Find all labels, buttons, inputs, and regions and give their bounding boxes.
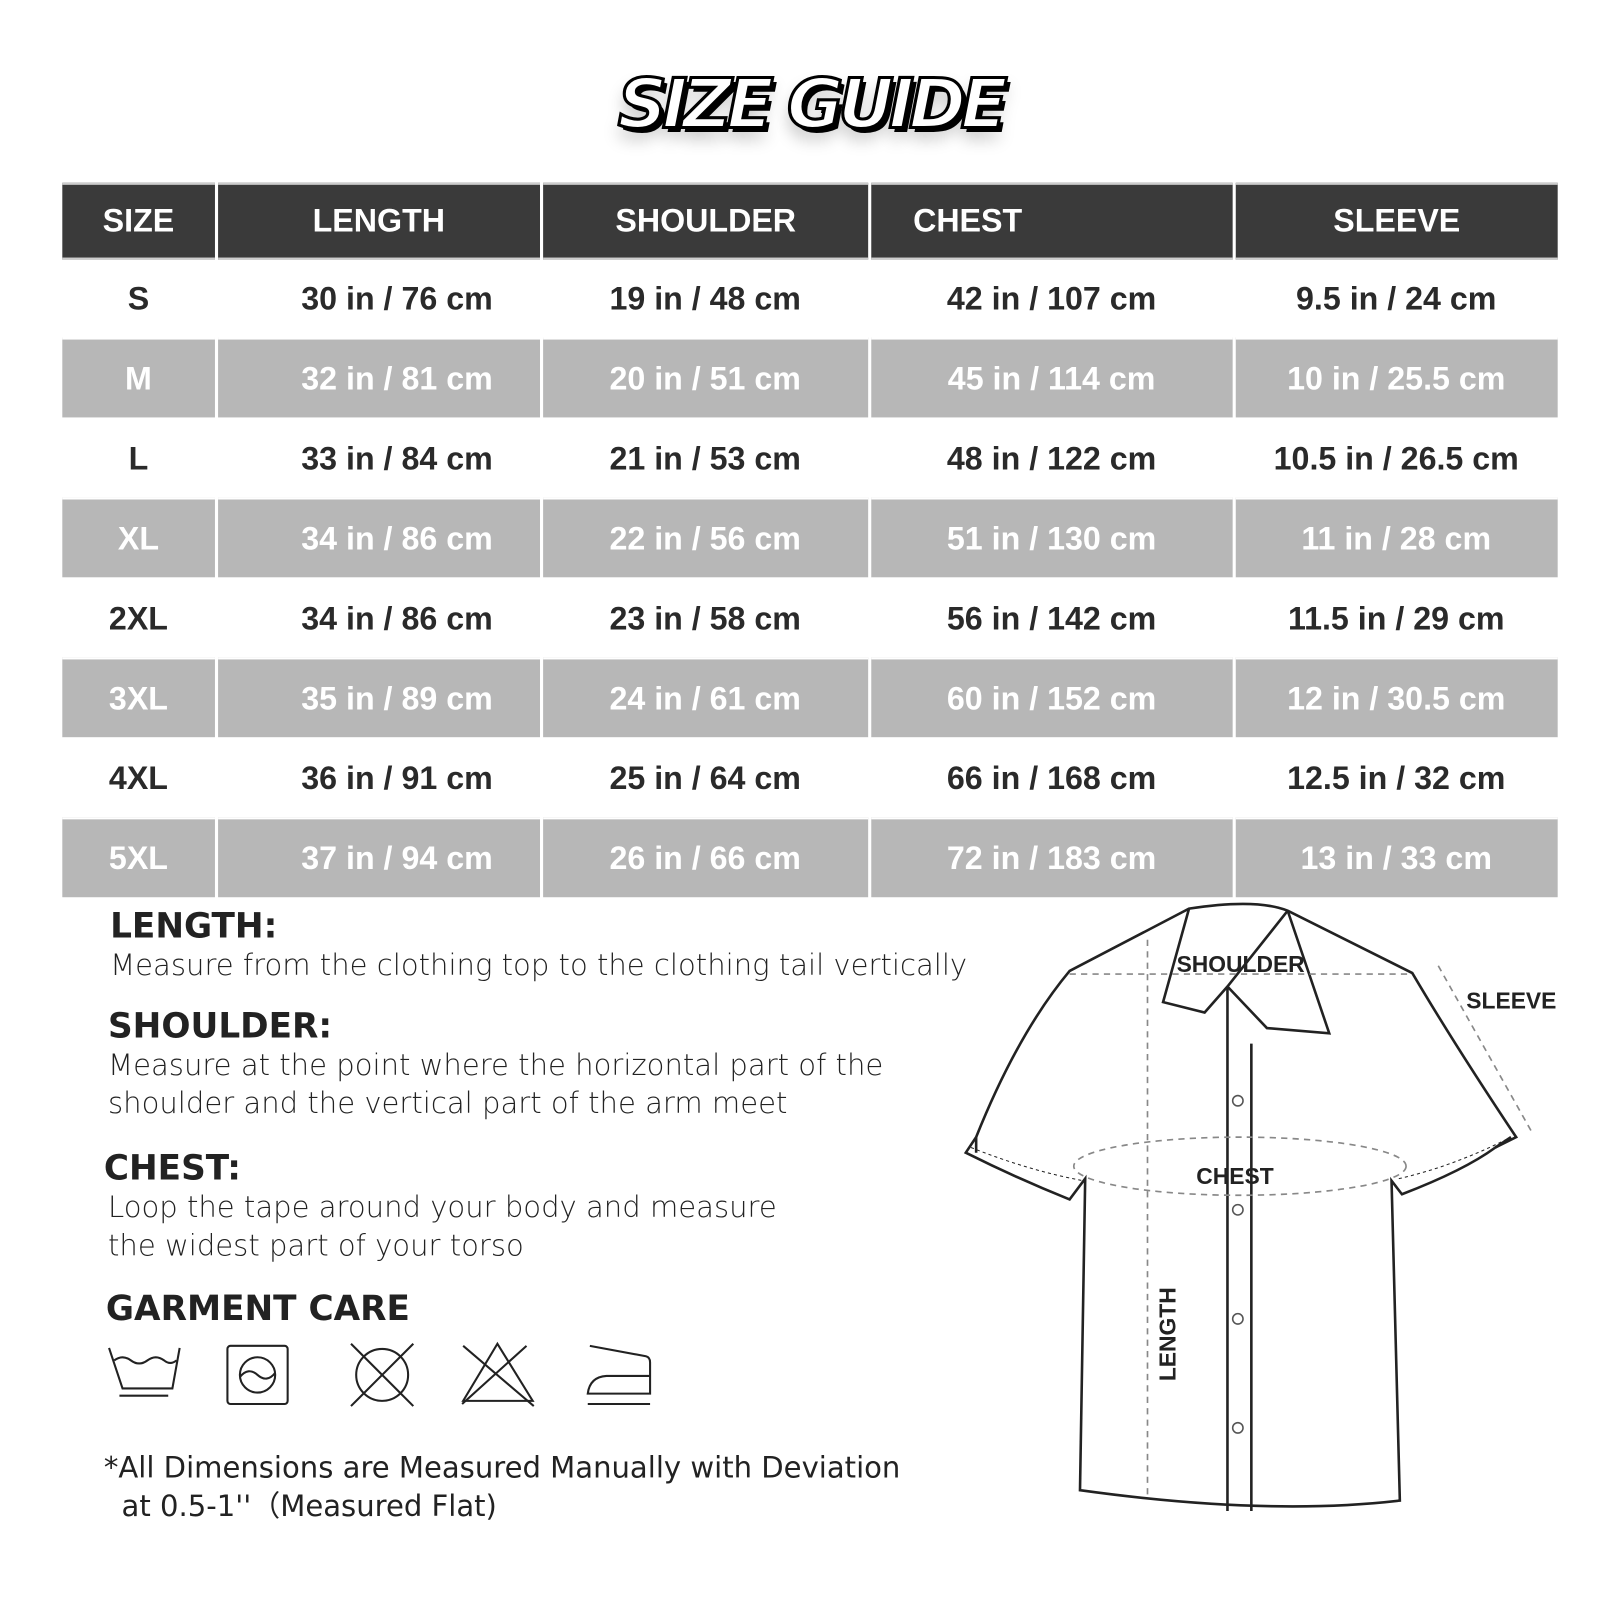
- sleeve-cell: 11.5 in / 29 cm: [1235, 577, 1558, 657]
- length-text: Measure from the clothing top to the clo…: [110, 948, 968, 983]
- shoulder-text-2: shoulder and the vertical part of the ar…: [107, 1086, 788, 1121]
- length-cell: 37 in / 94 cm: [217, 817, 540, 898]
- shoulder-cell: 24 in / 61 cm: [543, 657, 869, 738]
- shoulder-section: SHOULDER: Measure at the point where the…: [108, 1005, 883, 1122]
- table-row: 5XL 37 in / 94 cm 26 in / 66 cm 72 in / 183…: [62, 817, 1558, 898]
- chest-heading: CHEST:: [103, 1147, 241, 1188]
- page-title: SIZE GUIDE: [616, 63, 1009, 146]
- note-line-2: at 0.5-1''（Measured Flat): [121, 1489, 497, 1524]
- chest-cell: 72 in / 183 cm: [871, 817, 1233, 898]
- iron-icon: [586, 1344, 652, 1406]
- garment-care-heading: GARMENT CARE: [105, 1287, 410, 1329]
- length-cell: 34 in / 86 cm: [217, 577, 540, 657]
- header-chest: CHEST: [871, 182, 1233, 260]
- chest-cell: 66 in / 168 cm: [871, 737, 1233, 817]
- table-row: L 33 in / 84 cm 21 in / 53 cm 48 in / 122 c…: [62, 417, 1558, 497]
- measurement-note: *All Dimensions are Measured Manually wi…: [104, 1449, 901, 1526]
- shoulder-text-1: Measure at the point where the horizonta…: [107, 1047, 884, 1083]
- size-table: SIZE LENGTH SHOULDER CHEST SLEEVE S 30 in…: [59, 182, 1561, 898]
- shoulder-heading: SHOULDER:: [107, 1005, 333, 1046]
- tumble-dry-icon: [226, 1344, 289, 1406]
- table-header: SIZE LENGTH SHOULDER CHEST SLEEVE: [62, 182, 1558, 260]
- length-cell: 35 in / 89 cm: [217, 657, 540, 738]
- chest-label: CHEST: [1196, 1163, 1273, 1189]
- length-cell: 36 in / 91 cm: [217, 737, 540, 817]
- chest-text-1: Loop the tape around your body and measu…: [107, 1190, 777, 1225]
- do-not-bleach-icon: [461, 1341, 535, 1407]
- length-cell: 32 in / 81 cm: [217, 337, 540, 418]
- shoulder-label: SHOULDER: [1177, 951, 1306, 977]
- chest-section: CHEST: Loop the tape around your body an…: [104, 1147, 777, 1264]
- size-cell: M: [62, 337, 215, 418]
- header-length: LENGTH: [217, 182, 540, 260]
- table-row: 4XL 36 in / 91 cm 25 in / 64 cm 66 in / 168…: [62, 737, 1558, 817]
- sleeve-cell: 11 in / 28 cm: [1235, 497, 1558, 578]
- header-sleeve: SLEEVE: [1235, 182, 1558, 260]
- shoulder-cell: 20 in / 51 cm: [543, 337, 869, 418]
- sleeve-cell: 12.5 in / 32 cm: [1235, 737, 1558, 817]
- size-cell: XL: [62, 497, 215, 578]
- sleeve-cell: 9.5 in / 24 cm: [1296, 279, 1497, 317]
- chest-cell: 48 in / 122 cm: [871, 417, 1233, 497]
- chest-text-2: the widest part of your torso: [107, 1228, 524, 1263]
- table-row: S 30 in / 76 cm 19 in / 48 cm 42 in / 107 c…: [62, 260, 1557, 338]
- table-row: 2XL 34 in / 86 cm 23 in / 58 cm 56 in / 142…: [62, 577, 1558, 657]
- note-line-1: *All Dimensions are Measured Manually wi…: [103, 1450, 901, 1485]
- table-row: XL 34 in / 86 cm 22 in / 56 cm 51 in / 130 …: [62, 497, 1558, 578]
- sleeve-cell: 10 in / 25.5 cm: [1235, 337, 1558, 418]
- shirt-diagram: SHOULDER SLEEVE CHEST LENGTH: [963, 902, 1556, 1511]
- shirt-outline: [963, 902, 1519, 1508]
- sleeve-label: SLEEVE: [1466, 987, 1556, 1013]
- size-cell: 2XL: [62, 577, 215, 657]
- size-cell: 3XL: [62, 657, 215, 738]
- chest-cell: 60 in / 152 cm: [871, 657, 1233, 738]
- hand-wash-icon: [108, 1347, 181, 1397]
- do-not-dry-clean-icon: [350, 1343, 415, 1407]
- shoulder-cell: 21 in / 53 cm: [543, 417, 869, 497]
- chest-cell: 45 in / 114 cm: [871, 337, 1233, 418]
- length-cell: 30 in / 76 cm: [301, 279, 493, 317]
- table-row: 3XL 35 in / 89 cm 24 in / 61 cm 60 in / 152…: [62, 657, 1558, 738]
- header-shoulder: SHOULDER: [543, 182, 869, 260]
- shoulder-cell: 25 in / 64 cm: [543, 737, 869, 817]
- chest-cell: 51 in / 130 cm: [871, 497, 1233, 578]
- header-size: SIZE: [62, 182, 215, 260]
- shoulder-cell: 26 in / 66 cm: [543, 817, 869, 898]
- chest-cell: 42 in / 107 cm: [946, 279, 1157, 317]
- length-cell: 33 in / 84 cm: [217, 417, 540, 497]
- length-cell: 34 in / 86 cm: [217, 497, 540, 578]
- size-cell: 4XL: [62, 737, 215, 817]
- length-label: LENGTH: [1155, 1287, 1181, 1381]
- sleeve-cell: 12 in / 30.5 cm: [1235, 657, 1558, 738]
- size-cell: S: [127, 279, 150, 317]
- length-section: LENGTH: Measure from the clothing top to…: [110, 906, 967, 985]
- shoulder-cell: 23 in / 58 cm: [543, 577, 869, 657]
- sleeve-cell: 13 in / 33 cm: [1235, 817, 1558, 898]
- size-cell: 5XL: [62, 817, 215, 898]
- table-row: M 32 in / 81 cm 20 in / 51 cm 45 in / 114 c…: [62, 337, 1558, 418]
- chest-cell: 56 in / 142 cm: [871, 577, 1233, 657]
- sleeve-cell: 10.5 in / 26.5 cm: [1235, 417, 1558, 497]
- shoulder-cell: 22 in / 56 cm: [543, 497, 869, 578]
- length-heading: LENGTH:: [110, 905, 278, 947]
- shoulder-cell: 19 in / 48 cm: [609, 279, 801, 317]
- size-cell: L: [62, 417, 215, 497]
